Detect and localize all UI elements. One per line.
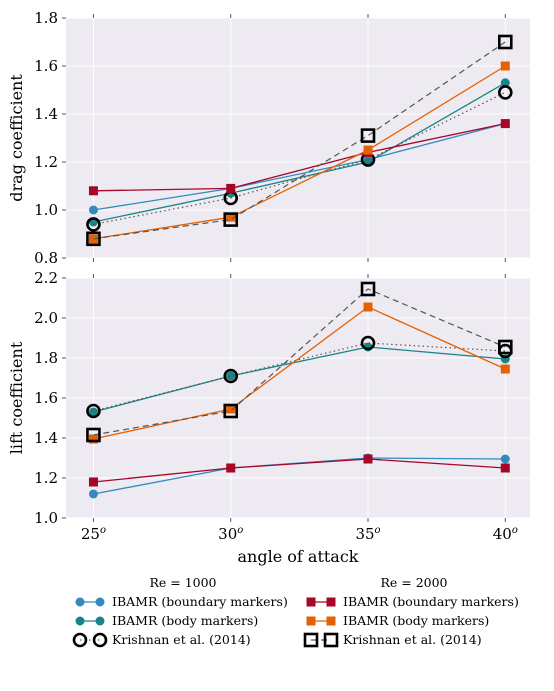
x-tick-label: 40o xyxy=(493,525,518,543)
legend-label: IBAMR (boundary markers) xyxy=(343,594,519,609)
data-point xyxy=(500,454,510,464)
legend-marker xyxy=(95,597,105,607)
y-axis-label: drag coefficient xyxy=(7,74,26,202)
series-line xyxy=(93,458,506,483)
data-point xyxy=(497,85,513,100)
legend-label: IBAMR (body markers) xyxy=(343,613,489,628)
legend-marker xyxy=(75,597,85,607)
legend-marker xyxy=(95,616,105,626)
y-tick-label: 2.2 xyxy=(34,269,58,287)
series-line xyxy=(93,41,506,240)
legend-label: Krishnan et al. (2014) xyxy=(112,632,251,647)
data-point xyxy=(86,231,101,247)
data-point xyxy=(86,427,101,443)
legend-marker xyxy=(326,616,336,626)
legend-entry: IBAMR (boundary markers) xyxy=(75,594,288,609)
plot-background xyxy=(66,18,530,258)
data-point xyxy=(360,335,376,351)
y-tick-label: 1.6 xyxy=(34,57,58,75)
data-point xyxy=(360,281,376,297)
y-tick-label: 1.0 xyxy=(34,201,58,219)
panel-drag xyxy=(62,14,530,262)
legend-marker xyxy=(306,616,316,626)
legend-entry: IBAMR (body markers) xyxy=(75,613,258,628)
legend-title: Re = 1000 xyxy=(149,575,216,590)
y-tick-label: 1.0 xyxy=(34,509,58,527)
legend-title: Re = 2000 xyxy=(380,575,447,590)
series-line xyxy=(93,306,506,440)
legend-label: IBAMR (boundary markers) xyxy=(112,594,288,609)
data-point xyxy=(226,463,236,473)
series-line xyxy=(93,122,506,211)
data-point xyxy=(88,489,98,499)
series-line xyxy=(93,288,506,436)
data-point xyxy=(500,364,510,374)
data-point xyxy=(86,403,101,419)
y-tick-label: 1.4 xyxy=(34,429,58,447)
y-tick-label: 1.8 xyxy=(34,349,58,367)
y-axis-label: lift coefficient xyxy=(7,341,26,454)
data-point xyxy=(88,186,98,196)
legend-marker xyxy=(92,632,108,648)
series-open-circle-2 xyxy=(86,335,513,419)
series-line xyxy=(93,346,506,413)
legend-entry: IBAMR (boundary markers) xyxy=(306,594,519,609)
legend-marker xyxy=(306,597,316,607)
data-point xyxy=(363,454,373,464)
y-tick-label: 1.4 xyxy=(34,105,58,123)
data-point xyxy=(223,368,239,384)
y-tick-label: 0.8 xyxy=(34,249,58,267)
legend-marker xyxy=(72,632,88,648)
legend-entry: Krishnan et al. (2014) xyxy=(303,632,482,648)
x-axis-label: angle of attack xyxy=(238,547,359,566)
x-tick-label: 25o xyxy=(81,525,106,543)
series-open-square-5 xyxy=(86,281,513,443)
series-square-3 xyxy=(88,454,510,487)
data-point xyxy=(223,403,239,419)
data-point xyxy=(497,339,513,355)
panel-lift xyxy=(62,274,530,522)
legend-entry: Krishnan et al. (2014) xyxy=(72,632,251,648)
series-line xyxy=(93,65,506,240)
data-point xyxy=(223,212,239,227)
x-tick-label: 30o xyxy=(218,525,243,543)
legend-entry: IBAMR (body markers) xyxy=(306,613,489,628)
data-point xyxy=(500,463,510,473)
legend: Re = 1000 IBAMR (boundary markers) IBAMR (… xyxy=(72,575,519,648)
series-line xyxy=(93,342,506,412)
legend-marker xyxy=(303,632,319,648)
data-point xyxy=(363,302,373,312)
y-tick-label: 1.2 xyxy=(34,469,58,487)
y-tick-label: 1.6 xyxy=(34,389,58,407)
series-open-square-5 xyxy=(86,34,513,247)
y-tick-label: 2.0 xyxy=(34,309,58,327)
data-point xyxy=(88,477,98,487)
data-point xyxy=(500,119,510,129)
data-point xyxy=(226,371,236,381)
data-point xyxy=(360,128,376,143)
series-square-4 xyxy=(88,302,510,444)
data-point xyxy=(86,217,101,232)
legend-marker xyxy=(75,616,85,626)
legend-marker xyxy=(326,597,336,607)
y-tick-label: 1.2 xyxy=(34,153,58,171)
data-point xyxy=(88,434,98,444)
y-tick-label: 1.8 xyxy=(34,9,58,27)
data-point xyxy=(497,34,513,50)
x-tick-label: 35o xyxy=(355,525,380,543)
data-point xyxy=(500,61,510,71)
data-point xyxy=(226,183,236,193)
legend-marker xyxy=(323,632,339,648)
series-line xyxy=(93,122,506,192)
legend-label: IBAMR (body markers) xyxy=(112,613,258,628)
data-point xyxy=(88,205,98,215)
data-point xyxy=(363,145,373,155)
series-line xyxy=(93,82,506,223)
legend-label: Krishnan et al. (2014) xyxy=(343,632,482,647)
